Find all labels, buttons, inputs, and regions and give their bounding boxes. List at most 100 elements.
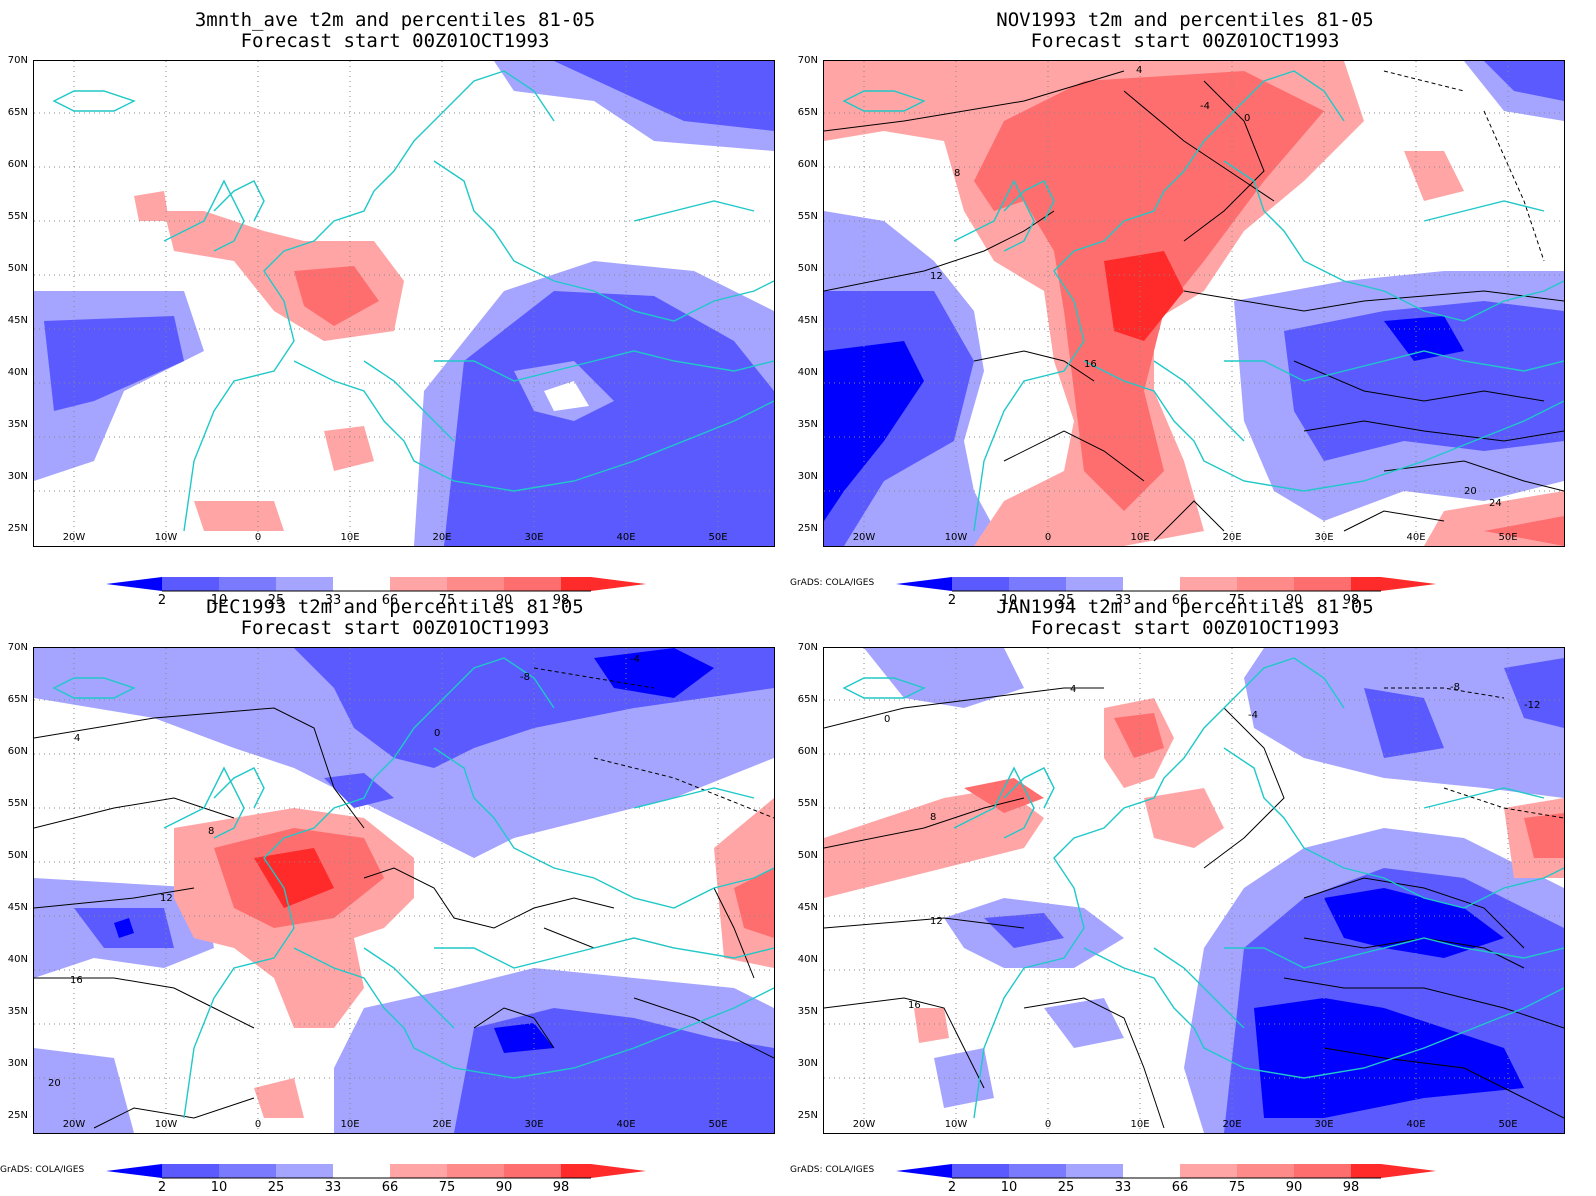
y-tick: 60N: [797, 746, 818, 757]
colorbar-label: 25: [267, 1180, 285, 1195]
x-tick: 10W: [154, 532, 178, 543]
panel-subtitle: Forecast start 00Z01OCT1993: [1030, 30, 1340, 52]
y-tick: 25N: [797, 523, 818, 534]
y-tick: 55N: [7, 211, 28, 222]
contour-label: 4: [1070, 684, 1076, 695]
x-tick: 0: [254, 532, 262, 543]
panel-subtitle: Forecast start 00Z01OCT1993: [1030, 617, 1340, 639]
y-tick: 40N: [797, 367, 818, 378]
x-tick: 0: [1044, 532, 1052, 543]
y-tick: 40N: [7, 954, 28, 965]
map-area: -4 -8 -12 0 4 8 12 16: [823, 647, 1565, 1134]
colorbar-label: 33: [324, 1180, 342, 1195]
x-tick: 50E: [708, 1119, 728, 1130]
colorbar-label: 98: [552, 1180, 570, 1195]
contour-label: 0: [1244, 113, 1250, 124]
colorbar-label: 25: [1057, 1180, 1075, 1195]
y-tick: 50N: [797, 263, 818, 274]
x-tick: 20E: [1222, 1119, 1242, 1130]
x-tick: 20W: [62, 532, 86, 543]
map-area: [33, 60, 775, 547]
grads-credit: GrADS: COLA/IGES: [790, 1165, 875, 1175]
y-tick: 40N: [7, 367, 28, 378]
colorbar-label: 33: [1114, 1180, 1132, 1195]
y-tick: 25N: [7, 523, 28, 534]
y-tick: 50N: [797, 850, 818, 861]
contour-label: -4: [1200, 101, 1210, 112]
panel-title: 3mnth_ave t2m and percentiles 81-05: [194, 9, 596, 31]
contour-label: 8: [930, 812, 936, 823]
panel-subtitle: Forecast start 00Z01OCT1993: [240, 617, 550, 639]
y-tick: 25N: [7, 1110, 28, 1121]
colorbar-label: 10: [1000, 1180, 1018, 1195]
x-tick: 40E: [1406, 1119, 1426, 1130]
y-tick: 30N: [7, 471, 28, 482]
x-tick: 20E: [432, 532, 452, 543]
colorbar-label: 90: [1285, 1180, 1303, 1195]
y-tick: 50N: [7, 850, 28, 861]
colorbar-label: 25: [1057, 593, 1075, 608]
colorbar-label: 98: [552, 593, 570, 608]
colorbar-label: 75: [1228, 1180, 1246, 1195]
colorbar-label: 33: [1114, 593, 1132, 608]
colorbar: [106, 1164, 646, 1179]
colorbar-label: 75: [438, 1180, 456, 1195]
x-tick: 10W: [154, 1119, 178, 1130]
y-tick: 70N: [7, 55, 28, 66]
map-area: 4 -4 0 8 12 16 20 24: [823, 60, 1565, 547]
panel-nov1993: NOV1993 t2m and percentiles 81-05 Foreca…: [790, 0, 1580, 608]
x-tick: 10E: [1130, 532, 1150, 543]
x-tick: 20E: [432, 1119, 452, 1130]
colorbar-label: 66: [1171, 593, 1189, 608]
x-tick: 0: [254, 1119, 262, 1130]
panel-title: DEC1993 t2m and percentiles 81-05: [206, 596, 584, 618]
contour-label: 0: [884, 714, 890, 725]
contour-label: -4: [1248, 710, 1258, 721]
x-tick: 20W: [852, 532, 876, 543]
y-tick: 35N: [7, 419, 28, 430]
contour-label: 4: [1136, 65, 1142, 76]
y-tick: 45N: [7, 315, 28, 326]
contour-label: -8: [520, 672, 530, 683]
colorbar-label: 10: [210, 1180, 228, 1195]
panel-title: NOV1993 t2m and percentiles 81-05: [996, 9, 1374, 31]
colorbar-label: 2: [157, 1180, 167, 1195]
y-tick: 50N: [7, 263, 28, 274]
contour-label: 0: [434, 728, 440, 739]
y-tick: 65N: [7, 107, 28, 118]
colorbar-label: 90: [495, 593, 513, 608]
colorbar-label: 66: [381, 1180, 399, 1195]
colorbar-label: 90: [495, 1180, 513, 1195]
contour-label: 12: [930, 271, 943, 282]
colorbar-label: 10: [210, 593, 228, 608]
y-tick: 55N: [7, 798, 28, 809]
y-tick: 60N: [797, 159, 818, 170]
x-tick: 40E: [616, 532, 636, 543]
colorbar-label: 33: [324, 593, 342, 608]
contour-label: -4: [630, 654, 640, 665]
colorbar-label: 98: [1342, 1180, 1360, 1195]
contour-label: 12: [160, 893, 173, 904]
y-tick: 70N: [797, 642, 818, 653]
colorbar-label: 10: [1000, 593, 1018, 608]
colorbar: [896, 577, 1436, 592]
contour-label: 4: [74, 733, 80, 744]
contour-label: 24: [1489, 498, 1502, 509]
contour-label: 8: [208, 826, 214, 837]
contour-label: 12: [930, 916, 943, 927]
contour-label: 16: [1084, 359, 1097, 370]
y-tick: 65N: [797, 107, 818, 118]
x-tick: 30E: [524, 1119, 544, 1130]
x-tick: 20E: [1222, 532, 1242, 543]
contour-label: 20: [1464, 486, 1477, 497]
contour-label: -8: [1450, 682, 1460, 693]
y-tick: 45N: [797, 315, 818, 326]
y-tick: 45N: [7, 902, 28, 913]
x-tick: 10E: [340, 1119, 360, 1130]
colorbar-label: 2: [947, 593, 957, 608]
y-tick: 45N: [797, 902, 818, 913]
isotherm: [824, 70, 1564, 542]
contour-label: 20: [48, 1078, 61, 1089]
x-tick: 50E: [1498, 532, 1518, 543]
y-tick: 65N: [7, 694, 28, 705]
